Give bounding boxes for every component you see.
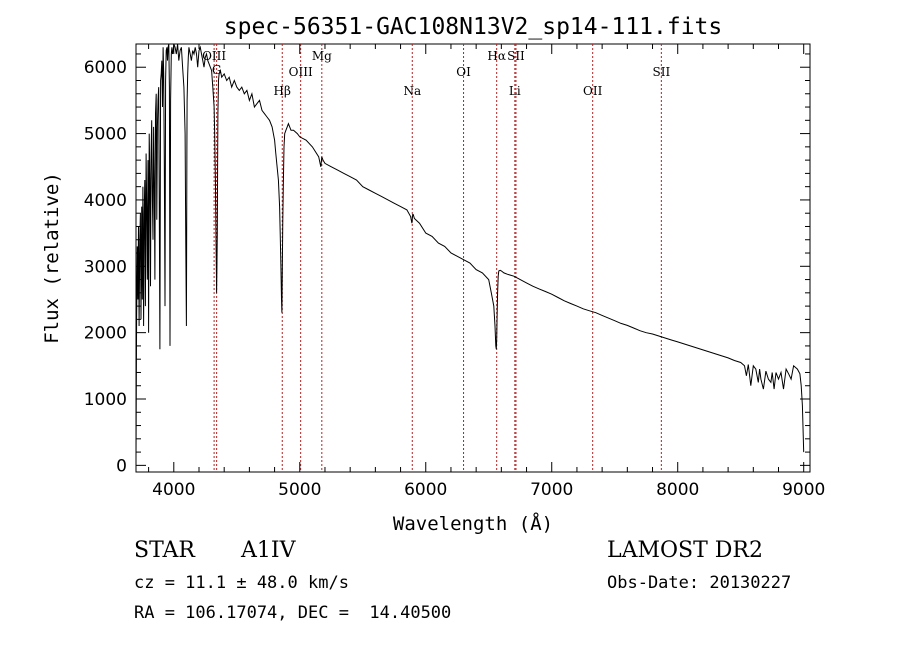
axis-ticks: 4000 5000 6000 7000 8000 9000 0 1000 2000 3000 400…	[84, 44, 825, 500]
obs-date: Obs-Date: 20130227	[607, 573, 792, 593]
line-marker-label-1: G	[212, 63, 222, 77]
y-tick-label: 4000	[84, 191, 127, 211]
subclass: A1IV	[241, 538, 296, 563]
chart-title: spec-56351-GAC108N13V2_sp14-111.fits	[224, 14, 723, 40]
x-tick-label: 7000	[530, 480, 573, 500]
line-marker-label-4: Mg	[312, 49, 332, 63]
y-tick-label: 3000	[84, 257, 127, 277]
line-marker-label-0: OIII	[202, 49, 226, 63]
x-tick-label: 5000	[278, 480, 321, 500]
plot-frame	[135, 43, 811, 473]
object-class: STAR	[134, 538, 195, 563]
line-marker-label-11: SII	[652, 65, 670, 79]
line-marker-label-6: OI	[456, 65, 471, 79]
line-marker-label-5: Na	[403, 84, 421, 98]
y-tick-label: 5000	[84, 125, 127, 145]
x-tick-label: 6000	[404, 480, 447, 500]
line-marker-label-3: OIII	[289, 65, 313, 79]
x-axis-label: Wavelength (Å)	[393, 512, 553, 535]
line-marker-label-2: Hβ	[274, 84, 291, 98]
x-tick-label: 9000	[782, 480, 825, 500]
line-marker-label-8: SII	[507, 49, 525, 63]
y-tick-label: 2000	[84, 324, 127, 344]
line-marker-label-9: Li	[509, 84, 521, 98]
x-tick-label: 8000	[656, 480, 699, 500]
x-tick-label: 4000	[152, 480, 195, 500]
radec-text: RA = 106.17074, DEC = 14.40500	[134, 603, 452, 623]
spectrum-line	[135, 43, 805, 459]
line-marker-label-10: OII	[583, 84, 603, 98]
y-tick-label: 1000	[84, 390, 127, 410]
redshift-text: cz = 11.1 ± 48.0 km/s	[134, 573, 349, 593]
y-axis-label: Flux (relative)	[41, 172, 63, 344]
y-tick-label: 0	[116, 456, 127, 476]
line-marker-label-7: Hα	[487, 49, 506, 63]
survey-name: LAMOST DR2	[607, 538, 763, 563]
y-tick-label: 6000	[84, 58, 127, 78]
